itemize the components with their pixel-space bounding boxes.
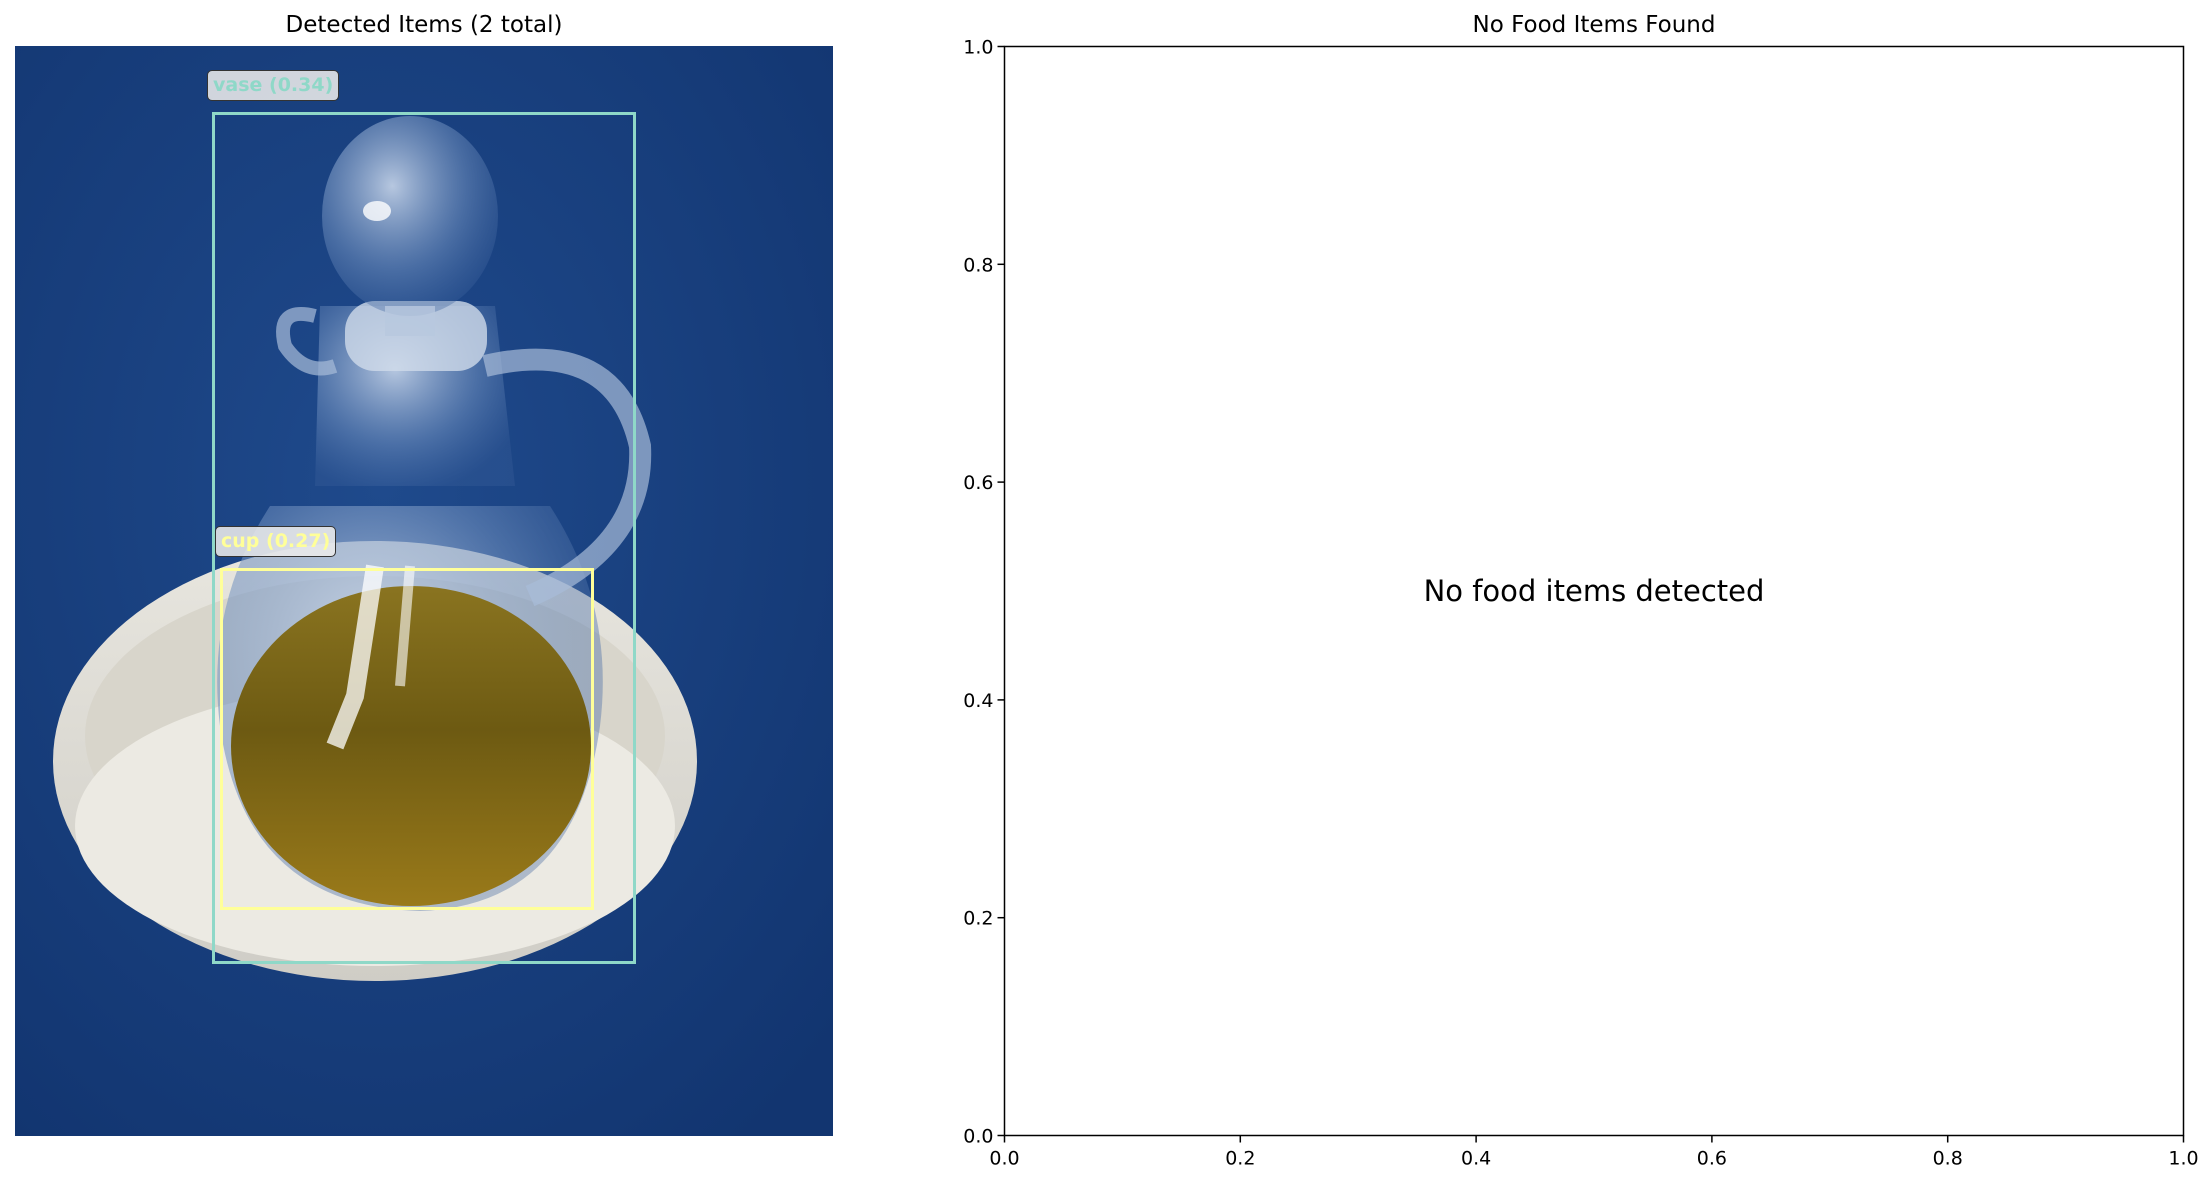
y-tick-label: 0.2 [963, 908, 993, 930]
x-tick-label: 0.8 [1933, 1148, 1963, 1170]
x-tick-label: 0.6 [1697, 1148, 1727, 1170]
vase-detection-label: vase (0.34) [207, 70, 340, 101]
x-tick-label: 0.0 [989, 1148, 1019, 1170]
y-tick-label: 1.0 [963, 37, 993, 59]
cup-detection-label: cup (0.27) [215, 526, 337, 557]
y-tick-label: 0.8 [963, 254, 993, 276]
y-axis-ticks: 0.0 0.2 0.4 0.6 0.8 1.0 [963, 37, 1005, 1148]
x-tick-label: 0.4 [1461, 1148, 1491, 1170]
y-tick-label: 0.4 [963, 690, 993, 712]
y-tick-label: 0.0 [963, 1126, 993, 1148]
chart-title: No Food Items Found [1472, 12, 1716, 38]
detection-image-panel: vase (0.34) cup (0.27) [15, 46, 833, 1136]
x-tick-label: 1.0 [2168, 1148, 2198, 1170]
x-tick-label: 0.2 [1225, 1148, 1255, 1170]
vase-bounding-box [212, 112, 636, 964]
no-items-message: No food items detected [1423, 574, 1765, 608]
x-axis-ticks: 0.0 0.2 0.4 0.6 0.8 1.0 [989, 1135, 2199, 1170]
cup-bounding-box [220, 568, 594, 910]
left-panel-title: Detected Items (2 total) [285, 12, 563, 38]
axes-frame [1003, 45, 2185, 1137]
y-tick-label: 0.6 [963, 472, 993, 494]
